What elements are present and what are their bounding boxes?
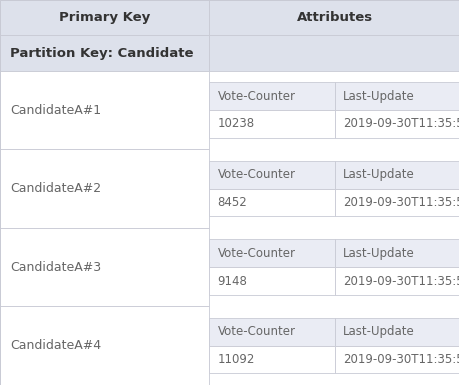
Text: Primary Key: Primary Key: [59, 11, 150, 24]
Text: Last-Update: Last-Update: [342, 90, 414, 103]
Text: Vote-Counter: Vote-Counter: [217, 325, 295, 338]
Text: Last-Update: Last-Update: [342, 325, 414, 338]
Bar: [334, 189, 459, 216]
Text: 11092: 11092: [217, 353, 254, 366]
Bar: [209, 82, 334, 110]
Text: 2019-09-30T11:35:53: 2019-09-30T11:35:53: [342, 196, 459, 209]
Text: Last-Update: Last-Update: [342, 247, 414, 260]
Bar: [209, 161, 334, 189]
Bar: [0, 35, 209, 71]
Bar: [334, 267, 459, 295]
Text: CandidateA#2: CandidateA#2: [10, 182, 101, 195]
Text: Partition Key: Candidate: Partition Key: Candidate: [10, 47, 193, 60]
Text: Attributes: Attributes: [296, 11, 372, 24]
Text: Vote-Counter: Vote-Counter: [217, 90, 295, 103]
Bar: [209, 239, 334, 267]
Bar: [0, 71, 209, 149]
Text: Vote-Counter: Vote-Counter: [217, 247, 295, 260]
Text: CandidateA#1: CandidateA#1: [10, 104, 101, 117]
Bar: [209, 110, 334, 138]
Text: Last-Update: Last-Update: [342, 168, 414, 181]
Bar: [334, 346, 459, 373]
Bar: [0, 149, 209, 228]
Bar: [0, 228, 209, 306]
Bar: [334, 82, 459, 110]
Bar: [0, 306, 209, 385]
Bar: [209, 267, 334, 295]
Bar: [209, 318, 334, 346]
Bar: [209, 189, 334, 216]
Text: 9148: 9148: [217, 275, 247, 288]
Text: Vote-Counter: Vote-Counter: [217, 168, 295, 181]
Bar: [209, 346, 334, 373]
Bar: [334, 239, 459, 267]
Text: 2019-09-30T11:35:53: 2019-09-30T11:35:53: [342, 353, 459, 366]
Bar: [0, 0, 209, 35]
Text: 8452: 8452: [217, 196, 247, 209]
Bar: [334, 318, 459, 346]
Bar: [334, 110, 459, 138]
Text: 10238: 10238: [217, 117, 254, 131]
Bar: [209, 35, 459, 71]
Text: 2019-09-30T11:35:53: 2019-09-30T11:35:53: [342, 275, 459, 288]
Bar: [334, 161, 459, 189]
Text: CandidateA#4: CandidateA#4: [10, 339, 101, 352]
Text: CandidateA#3: CandidateA#3: [10, 261, 101, 274]
Bar: [209, 0, 459, 35]
Text: 2019-09-30T11:35:53: 2019-09-30T11:35:53: [342, 117, 459, 131]
